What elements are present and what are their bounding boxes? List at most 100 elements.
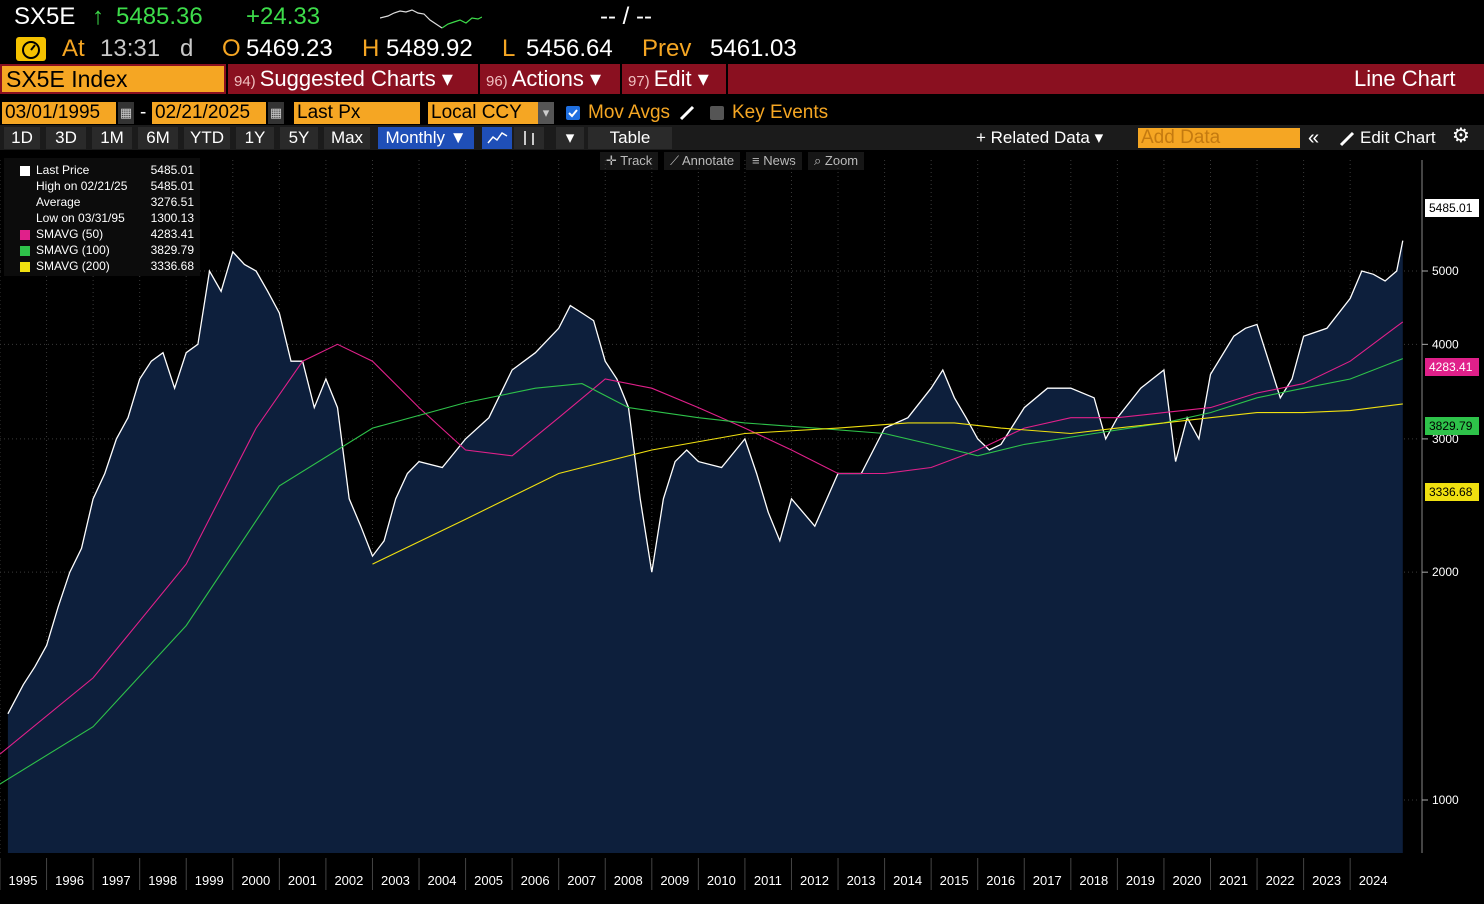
x-tick-label: 2018 [1079,873,1108,888]
track-tool[interactable]: ✛ Track [600,152,659,170]
dropdown-arrow-icon[interactable]: ▾ [538,102,554,124]
legend-sma200: SMAVG (200) 3336.68 [4,258,200,274]
open-label: O [222,35,241,62]
legend-name: Low on 03/31/95 [36,211,125,225]
sma50-line [0,321,1404,755]
legend-value: 3829.79 [150,243,194,257]
bid-ask: -- / -- [600,3,652,30]
range-3d[interactable]: 3D [46,127,86,149]
legend-swatch [20,262,30,272]
period-select[interactable]: Monthly ▼ [378,127,474,149]
edit-chart-button[interactable]: Edit Chart [1360,128,1436,147]
x-tick-label: 2021 [1219,873,1248,888]
legend-value: 3276.51 [150,195,194,209]
collapse-icon[interactable]: « [1308,127,1320,149]
x-tick-label: 2012 [800,873,829,888]
legend-value: 5485.01 [150,163,194,177]
sparkline-icon [380,9,482,29]
x-tick-label: 2007 [567,873,596,888]
security-field[interactable]: SX5E Index [2,66,224,92]
line-chart-icon[interactable] [482,127,512,149]
prev-label: Prev [642,35,692,62]
range-1m[interactable]: 1M [92,127,132,149]
end-date-input[interactable]: 02/21/2025 [152,102,266,124]
pencil-icon[interactable] [678,104,696,122]
range-1d[interactable]: 1D [4,127,40,149]
pencil-icon [1338,130,1356,148]
speedometer-icon[interactable] [16,37,46,61]
y-tick-label: 5000 [1432,264,1459,278]
range-5y[interactable]: 5Y [280,127,318,149]
currency-select[interactable]: Local CCY [428,102,538,124]
field-select[interactable]: Last Px [294,102,420,124]
menu-divider [726,64,728,94]
x-tick-label: 2008 [614,873,643,888]
tool-label: Track [620,153,653,168]
suggested-charts-menu[interactable]: 94) Suggested Charts ▾ [234,64,453,94]
key-events-checkbox[interactable] [710,106,724,120]
sma50-tag: 4283.41 [1425,358,1479,376]
menu-label: Suggested Charts ▾ [259,66,453,91]
legend-sma100: SMAVG (100) 3829.79 [4,242,200,258]
actions-menu[interactable]: 96) Actions ▾ [486,64,601,94]
range-1y[interactable]: 1Y [236,127,274,149]
ticker-symbol[interactable]: SX5E [14,3,76,30]
menu-number: 96) [486,73,508,90]
x-tick-label: 2015 [940,873,969,888]
x-tick-label: 2009 [660,873,689,888]
x-tick-label: 2020 [1172,873,1201,888]
legend-last-price: Last Price 5485.01 [4,162,200,178]
edit-menu[interactable]: 97) Edit ▾ [628,64,709,94]
range-6m[interactable]: 6M [138,127,178,149]
sma200-line [372,403,1403,565]
start-date-input[interactable]: 03/01/1995 [2,102,116,124]
x-tick-label: 2011 [754,873,782,888]
calendar-icon[interactable]: ▦ [118,102,134,124]
chart-type-dropdown-icon[interactable]: ▾ [556,127,584,149]
bar-chart-icon[interactable] [514,127,544,149]
x-tick-label: 1997 [102,873,131,888]
menu-divider [620,64,622,94]
calendar-icon[interactable]: ▦ [268,102,284,124]
x-tick-label: 2023 [1312,873,1341,888]
x-tick-label: 2005 [474,873,503,888]
chart-type-label[interactable]: Line Chart [1354,66,1456,91]
price-chart[interactable]: 1000 2000 3000 4000 5000 1995 1996 1997 1998 199… [0,150,1484,904]
annotate-tool[interactable]: ⟋ Annotate [664,152,741,170]
table-button[interactable]: Table [588,127,672,149]
price-change: +24.33 [246,3,321,30]
low-value: 5456.64 [526,35,613,62]
news-tool[interactable]: ≡ News [746,152,802,170]
x-tick-label: 2003 [381,873,410,888]
high-value: 5489.92 [386,35,473,62]
menu-label: Edit ▾ [653,66,709,91]
legend-value: 1300.13 [150,211,194,225]
legend-name: SMAVG (50) [36,227,104,241]
legend-name: Last Price [36,163,90,177]
range-ytd[interactable]: YTD [184,127,230,149]
time-suffix: d [180,35,194,62]
menu-number: 94) [234,73,256,90]
high-label: H [362,35,380,62]
range-max[interactable]: Max [324,127,370,149]
legend-average: Average 3276.51 [4,194,200,210]
add-data-input[interactable]: Add Data [1138,128,1300,148]
legend-name: SMAVG (200) [36,259,110,273]
zoom-tool[interactable]: ⌕ Zoom [808,152,865,170]
x-tick-label: 2024 [1359,873,1388,888]
mov-avgs-checkbox[interactable] [566,106,580,120]
sma100-tag: 3829.79 [1425,417,1479,435]
time-label: At [62,35,85,62]
x-tick-label: 2019 [1126,873,1155,888]
menu-number: 97) [628,73,650,90]
legend-swatch [20,166,30,176]
sma100-line [0,358,1403,785]
x-tick-label: 1999 [195,873,224,888]
y-tick-label: 4000 [1432,337,1459,351]
related-data-button[interactable]: + Related Data ▾ [976,128,1104,147]
x-tick-label: 2006 [521,873,550,888]
last-price-tag: 5485.01 [1425,199,1479,217]
settings-gear-icon[interactable]: ⚙ [1452,125,1470,147]
x-tick-label: 2016 [986,873,1015,888]
open-value: 5469.23 [246,35,333,62]
